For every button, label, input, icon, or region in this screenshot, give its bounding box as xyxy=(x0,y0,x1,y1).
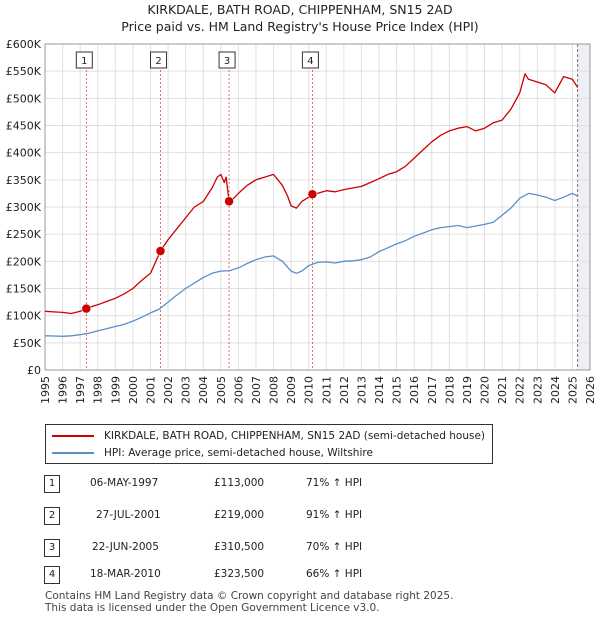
price-chart: £0 £50K £100K £150K £200K £250K £300K £350K £400… xyxy=(6,38,597,404)
sale-label-frame xyxy=(75,51,93,69)
x-tick-label: 2021 xyxy=(496,376,509,404)
legend-item-hpi: HPI: Average price, semi-detached house,… xyxy=(52,445,373,461)
chart-subtitle: Price paid vs. HM Land Registry's House … xyxy=(121,19,479,34)
x-tick-label: 2009 xyxy=(285,376,298,404)
y-tick-label: £300K xyxy=(6,201,42,214)
x-tick-label: 2002 xyxy=(162,376,175,404)
x-tick-label: 2010 xyxy=(303,376,316,404)
x-tick-label: 2026 xyxy=(584,376,597,404)
transaction-price: £323,500 xyxy=(214,568,265,580)
transaction-hpi: 70% ↑ HPI xyxy=(306,541,363,553)
x-tick-label: 2017 xyxy=(426,376,439,404)
y-tick-label: £250K xyxy=(6,228,42,241)
transaction-hpi: 91% ↑ HPI xyxy=(306,509,363,521)
y-tick-label: £150K xyxy=(6,283,42,296)
x-tick-label: 1995 xyxy=(39,376,52,404)
x-tick-label: 2019 xyxy=(461,376,474,404)
x-tick-label: 2005 xyxy=(215,376,228,404)
y-tick-label: £500K xyxy=(6,92,42,105)
legend-label-property: KIRKDALE, BATH ROAD, CHIPPENHAM, SN15 2A… xyxy=(104,430,486,442)
x-tick-label: 2022 xyxy=(514,376,527,404)
sale-label-frame xyxy=(218,51,236,69)
x-tick-label: 2001 xyxy=(144,376,157,404)
sale-label-text: 2 xyxy=(155,56,161,67)
x-tick-label: 2020 xyxy=(479,376,492,404)
transaction-number: 3 xyxy=(44,539,60,557)
y-tick-label: £350K xyxy=(6,174,42,187)
sale-point xyxy=(224,196,234,207)
x-tick-label: 2007 xyxy=(250,376,263,404)
legend: KIRKDALE, BATH ROAD, CHIPPENHAM, SN15 2A… xyxy=(45,424,493,464)
y-tick-label: £50K xyxy=(13,337,42,350)
x-tick-label: 2000 xyxy=(127,376,140,404)
legend-item-property: KIRKDALE, BATH ROAD, CHIPPENHAM, SN15 2A… xyxy=(52,428,485,444)
x-tick-label: 1996 xyxy=(57,376,70,404)
plot-frame xyxy=(44,43,591,371)
x-tick-label: 2018 xyxy=(443,376,456,404)
transaction-hpi: 66% ↑ HPI xyxy=(306,568,363,580)
transaction-date: 18-MAR-2010 xyxy=(90,568,161,580)
sale-label-box: 3 xyxy=(218,51,236,69)
sale-label-frame xyxy=(150,51,168,69)
x-tick-label: 2012 xyxy=(338,376,351,404)
x-tick-label: 2015 xyxy=(391,376,404,404)
x-tick-label: 2016 xyxy=(408,376,421,404)
transaction-price: £310,500 xyxy=(214,541,265,553)
x-tick-label: 1998 xyxy=(92,376,105,404)
x-tick-label: 2011 xyxy=(320,376,333,404)
sale-label-box: 4 xyxy=(301,51,319,69)
y-tick-label: £450K xyxy=(6,120,42,133)
property-price-line xyxy=(44,73,579,315)
x-tick-label: 2024 xyxy=(549,376,562,404)
x-tick-label: 2025 xyxy=(566,376,579,404)
sale-label-text: 4 xyxy=(307,56,313,67)
x-tick-label: 1997 xyxy=(74,376,87,404)
legend-label-hpi: HPI: Average price, semi-detached house,… xyxy=(104,447,373,459)
legend-swatch-hpi xyxy=(52,452,94,454)
transaction-number: 1 xyxy=(44,475,60,493)
sale-label-frame xyxy=(301,51,319,69)
transaction-hpi: 71% ↑ HPI xyxy=(306,477,363,489)
transaction-date: 22-JUN-2005 xyxy=(92,541,159,553)
sale-label-text: 1 xyxy=(81,56,87,67)
footer-license: This data is licensed under the Open Gov… xyxy=(45,602,380,614)
transaction-price: £113,000 xyxy=(214,477,265,489)
transaction-price: £219,000 xyxy=(214,509,265,521)
transaction-date: 27-JUL-2001 xyxy=(96,509,161,521)
y-tick-label: £600K xyxy=(6,38,42,51)
chart-title: KIRKDALE, BATH ROAD, CHIPPENHAM, SN15 2A… xyxy=(147,2,453,17)
legend-swatch-property xyxy=(52,435,94,437)
footer: Contains HM Land Registry data © Crown c… xyxy=(45,590,453,614)
transaction-number: 2 xyxy=(44,507,60,525)
y-tick-label: £400K xyxy=(6,147,42,160)
sale-point xyxy=(155,246,166,256)
y-tick-label: £550K xyxy=(6,65,42,78)
sale-point xyxy=(307,189,318,199)
x-tick-label: 2004 xyxy=(197,376,210,404)
transaction-number: 4 xyxy=(44,566,60,584)
sale-label-text: 3 xyxy=(224,56,230,67)
x-tick-label: 2014 xyxy=(373,376,386,404)
sale-label-box: 1 xyxy=(75,51,93,69)
x-tick-label: 2008 xyxy=(268,376,281,404)
x-tick-label: 2003 xyxy=(180,376,193,404)
x-tick-label: 2013 xyxy=(355,376,368,404)
x-tick-label: 1999 xyxy=(109,376,122,404)
x-tick-label: 2023 xyxy=(531,376,544,404)
y-tick-label: £0 xyxy=(27,364,41,377)
transaction-date: 06-MAY-1997 xyxy=(90,477,159,489)
sale-label-box: 2 xyxy=(150,51,168,69)
hpi-line xyxy=(44,192,578,337)
footer-copyright: Contains HM Land Registry data © Crown c… xyxy=(45,590,454,602)
sale-point xyxy=(81,303,92,314)
y-tick-label: £200K xyxy=(6,255,42,268)
x-tick-label: 2006 xyxy=(232,376,245,404)
y-tick-label: £100K xyxy=(6,310,42,323)
